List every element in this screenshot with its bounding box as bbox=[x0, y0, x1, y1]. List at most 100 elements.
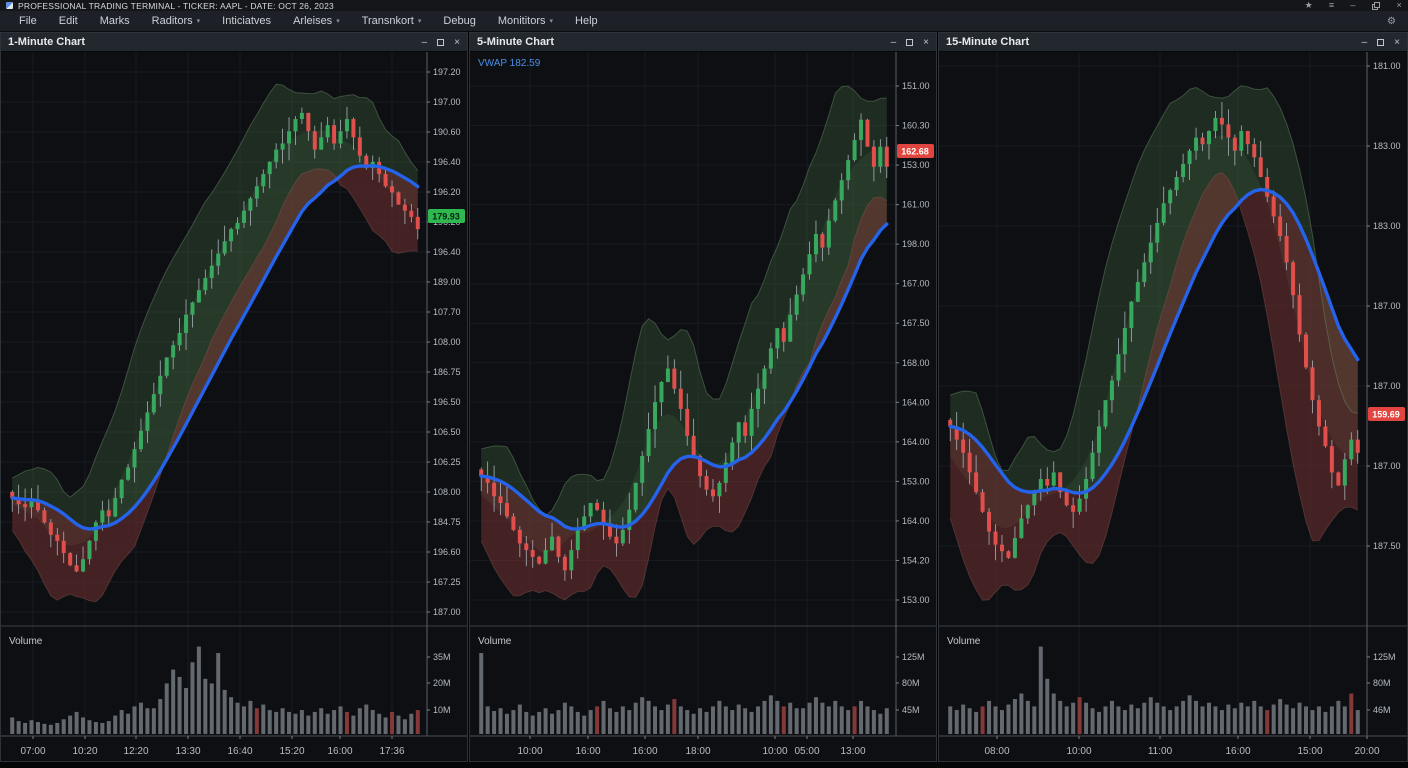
window-maximize-icon[interactable] bbox=[1377, 38, 1385, 46]
candle-up bbox=[184, 314, 189, 334]
candle-down bbox=[993, 531, 998, 545]
volume-bar bbox=[1012, 699, 1017, 734]
volume-bar bbox=[35, 722, 40, 734]
candle-up bbox=[145, 412, 150, 431]
window-close-icon[interactable]: × bbox=[1394, 36, 1400, 48]
app-minimize-icon[interactable]: – bbox=[1350, 0, 1356, 10]
bollinger-upper-area bbox=[481, 86, 887, 529]
menu-item-help[interactable]: Help bbox=[575, 15, 598, 27]
app-title: PROFESSIONAL TRADING TERMINAL - TICKER: … bbox=[18, 0, 334, 11]
volume-bar bbox=[865, 706, 870, 734]
window-maximize-icon[interactable] bbox=[906, 38, 914, 46]
candle-up bbox=[1103, 400, 1108, 427]
chevron-down-icon: ▾ bbox=[417, 18, 422, 25]
volume-bar bbox=[10, 717, 15, 734]
candle-up bbox=[1148, 242, 1153, 263]
menu-item-inticiatves[interactable]: Inticiatves bbox=[222, 15, 272, 27]
volume-bar bbox=[1071, 702, 1076, 734]
app-restore-icon[interactable] bbox=[1371, 1, 1381, 10]
app-close-icon[interactable]: × bbox=[1396, 0, 1402, 10]
chart-windows-row: 1-Minute Chart – × 197.20 197.00 190.60 196… bbox=[0, 32, 1408, 762]
volume-bar bbox=[23, 722, 28, 734]
candle-down bbox=[35, 501, 40, 511]
candle-up bbox=[627, 509, 632, 530]
settings-icon[interactable]: ⚙ bbox=[1387, 15, 1396, 27]
candle-down bbox=[1323, 426, 1328, 447]
window-titlebar[interactable]: 1-Minute Chart – × bbox=[1, 33, 467, 52]
volume-axis-label: 80M bbox=[902, 678, 920, 688]
volume-bar bbox=[723, 706, 728, 734]
window-close-icon[interactable]: × bbox=[923, 36, 929, 48]
menu-list-icon[interactable]: ≡ bbox=[1328, 0, 1335, 10]
time-axis-label: 13:30 bbox=[175, 746, 200, 757]
volume-bar bbox=[344, 711, 349, 734]
star-icon[interactable]: ★ bbox=[1304, 0, 1313, 10]
volume-bar bbox=[1155, 702, 1160, 734]
window-title: 1-Minute Chart bbox=[8, 36, 85, 48]
window-minimize-icon[interactable]: – bbox=[890, 36, 897, 48]
volume-bar bbox=[1129, 704, 1134, 734]
volume-bar bbox=[550, 713, 555, 734]
volume-bar bbox=[524, 711, 529, 734]
volume-axis-label: 125M bbox=[1373, 652, 1396, 662]
candle-down bbox=[402, 204, 407, 211]
volume-bar bbox=[582, 715, 587, 734]
volume-bar bbox=[1032, 706, 1037, 734]
menu-item-arleises[interactable]: Arleises ▾ bbox=[293, 15, 340, 27]
bollinger-lower-area bbox=[481, 197, 887, 600]
volume-bar bbox=[1025, 700, 1030, 734]
candle-down bbox=[1219, 117, 1224, 125]
price-axis-label: 184.75 bbox=[433, 517, 461, 527]
candle-up bbox=[216, 253, 221, 266]
volume-bar bbox=[364, 704, 369, 734]
volume-bar bbox=[248, 700, 253, 734]
volume-bar bbox=[390, 711, 395, 734]
volume-bar bbox=[1122, 710, 1127, 734]
candle-down bbox=[967, 452, 972, 473]
menu-item-raditors[interactable]: Raditors ▾ bbox=[151, 15, 201, 27]
volume-bar bbox=[1181, 700, 1186, 734]
window-close-icon[interactable]: × bbox=[454, 36, 460, 48]
price-axis-label: 153.00 bbox=[902, 160, 930, 170]
time-axis-label: 05:00 bbox=[794, 746, 819, 757]
time-axis-label: 13:00 bbox=[840, 746, 865, 757]
window-minimize-icon[interactable]: – bbox=[1361, 36, 1368, 48]
candle-down bbox=[1336, 472, 1341, 486]
candle-down bbox=[1064, 492, 1069, 506]
candle-up bbox=[788, 314, 793, 342]
volume-bar bbox=[653, 706, 658, 734]
price-axis-label: 196.50 bbox=[433, 397, 461, 407]
menu-item-transnkort[interactable]: Transnkort ▾ bbox=[361, 15, 422, 27]
candle-up bbox=[1090, 452, 1095, 479]
price-axis-label: 197.00 bbox=[433, 97, 461, 107]
menu-item-marks[interactable]: Marks bbox=[99, 15, 130, 27]
price-axis-label: 196.40 bbox=[433, 247, 461, 257]
window-minimize-icon[interactable]: – bbox=[421, 36, 428, 48]
volume-bar bbox=[871, 710, 876, 734]
chart-canvas-15-minute[interactable]: 181.00 183.00 183.00 187.00 187.00 187.00 187.… bbox=[939, 52, 1407, 761]
chart-canvas-5-minute[interactable]: 151.00 160.30 153.00 161.00 198.00 167.00 167.… bbox=[470, 52, 936, 761]
last-price-badge bbox=[897, 144, 934, 158]
volume-bar bbox=[801, 708, 806, 734]
volume-bar bbox=[81, 717, 86, 734]
volume-axis-label: 35M bbox=[433, 652, 451, 662]
volume-axis-label: 46M bbox=[1373, 705, 1391, 715]
menu-item-monititors[interactable]: Monititors ▾ bbox=[497, 15, 554, 27]
window-maximize-icon[interactable] bbox=[437, 38, 445, 46]
app-logo-icon bbox=[6, 2, 13, 9]
candle-down bbox=[1271, 196, 1276, 217]
menu-item-debug[interactable]: Debug bbox=[443, 15, 476, 27]
volume-bar bbox=[954, 710, 959, 734]
candle-down bbox=[961, 439, 966, 453]
menu-item-file[interactable]: File bbox=[19, 15, 37, 27]
volume-bar bbox=[620, 706, 625, 734]
chart-plot-area: 151.00 160.30 153.00 161.00 198.00 167.00 167.… bbox=[470, 52, 936, 757]
menu-item-edit[interactable]: Edit bbox=[58, 15, 78, 27]
candle-down bbox=[364, 155, 369, 168]
window-titlebar[interactable]: 15-Minute Chart – × bbox=[939, 33, 1407, 52]
chart-canvas-1-minute[interactable]: 197.20197.00190.60196.40196.20196.20196.… bbox=[1, 52, 467, 761]
window-titlebar[interactable]: 5-Minute Chart – × bbox=[470, 33, 936, 52]
volume-bar bbox=[1316, 706, 1321, 734]
volume-bar bbox=[878, 713, 883, 734]
volume-axis-label: 125M bbox=[902, 652, 925, 662]
